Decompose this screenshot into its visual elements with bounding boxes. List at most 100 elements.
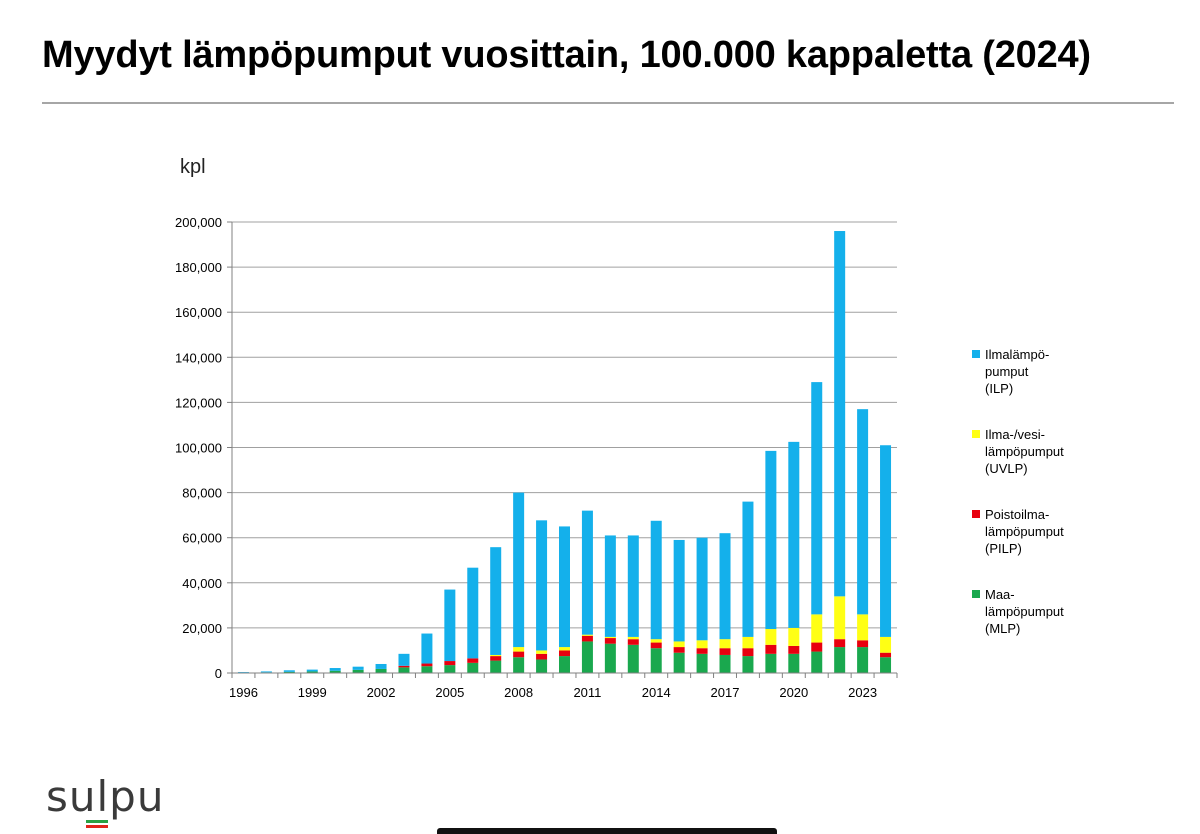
bar-segment: [467, 567, 479, 659]
bar-segment: [673, 641, 685, 648]
legend-item: Ilmalämpö-pumput (ILP): [972, 347, 1049, 396]
bar-segment: [306, 669, 318, 672]
legend-item: Poistoilma-lämpöpumput (PILP): [972, 507, 1064, 556]
bar-segment: [696, 648, 708, 654]
bar-segment: [559, 650, 570, 657]
bar-segment: [696, 653, 708, 673]
bar-segment: [513, 492, 525, 648]
legend-swatch: [972, 430, 980, 438]
legend-item: Maa-lämpöpumput (MLP): [972, 587, 1064, 636]
bar-segment: [421, 663, 433, 667]
bar-segment: [421, 633, 433, 664]
bar-segment: [765, 653, 777, 673]
bar-segment: [742, 636, 754, 649]
y-tick-label: 0: [215, 666, 222, 681]
bar-segment: [765, 644, 777, 654]
y-axis-label: kpl: [180, 156, 206, 178]
bar-segment: [696, 640, 708, 649]
legend-label: Ilma-/vesi-lämpöpumput (UVLP): [985, 427, 1064, 476]
bar-segment: [490, 547, 502, 655]
bar-segment: [444, 589, 456, 662]
bar-segment: [604, 535, 616, 637]
x-tick-label: 2023: [848, 685, 877, 700]
y-tick-label: 80,000: [182, 486, 222, 501]
bar-segment: [559, 526, 570, 648]
bar-segment: [627, 639, 639, 645]
bar-segment: [283, 671, 295, 673]
sulpu-logo: sulpu: [46, 772, 165, 828]
bar-segment: [719, 533, 731, 640]
bar-segment: [352, 666, 364, 670]
bar-segment: [857, 614, 869, 641]
bar-segment: [375, 663, 387, 669]
bar-segment: [765, 629, 777, 645]
bar-segment: [604, 636, 616, 639]
bar-segment: [398, 665, 410, 668]
bar-segment: [788, 645, 800, 654]
bar-segment: [834, 647, 846, 673]
bar-segment: [581, 510, 593, 635]
bar-segment: [559, 647, 570, 651]
bar-segment: [857, 640, 869, 648]
bar-segment: [467, 662, 479, 673]
y-tick-label: 140,000: [175, 350, 222, 365]
bar-segment: [834, 596, 846, 640]
bar-segment: [673, 652, 685, 673]
bar-segment: [536, 653, 548, 660]
x-tick-label: 2008: [504, 685, 533, 700]
bar-segment: [650, 520, 662, 640]
x-tick-label: 2014: [642, 685, 671, 700]
bar-segment: [857, 409, 869, 615]
logo-mark-icon: [86, 820, 108, 830]
bar-segment: [490, 660, 502, 673]
bar-segment: [673, 647, 685, 653]
bar-segment: [513, 657, 525, 673]
legend-swatch: [972, 350, 980, 358]
bar-segment: [811, 382, 823, 615]
bar-segment: [581, 634, 593, 636]
y-tick-label: 100,000: [175, 441, 222, 456]
bar-segment: [788, 653, 800, 673]
bar-segment: [329, 670, 341, 673]
bar-segment: [536, 520, 548, 651]
bar-segment: [421, 666, 433, 673]
bar-segment: [467, 658, 479, 663]
bar-segment: [719, 654, 731, 673]
bar-segment: [444, 661, 456, 666]
legend-label: Ilmalämpö-pumput (ILP): [985, 347, 1049, 396]
x-tick-label: 2017: [711, 685, 740, 700]
y-tick-label: 40,000: [182, 576, 222, 591]
bar-segment: [650, 639, 662, 643]
bar-segment: [719, 648, 731, 655]
bar-segment: [696, 537, 708, 641]
legend-label: Poistoilma-lämpöpumput (PILP): [985, 507, 1064, 556]
logo-text: sulpu: [46, 772, 165, 821]
x-tick-label: 2011: [573, 685, 601, 700]
bar-segment: [880, 657, 892, 673]
y-tick-label: 20,000: [182, 621, 222, 636]
bar-segment: [260, 671, 272, 673]
bar-segment: [742, 656, 754, 673]
x-tick-label: 2020: [779, 685, 808, 700]
bar-segment: [834, 231, 846, 597]
bar-segment: [237, 672, 249, 673]
bar-segment: [742, 501, 754, 637]
bar-segment: [719, 639, 731, 649]
bar-segment: [880, 445, 892, 637]
y-tick-label: 120,000: [175, 395, 222, 410]
bar-segment: [559, 656, 570, 673]
bar-segment: [329, 668, 341, 671]
x-tick-label: 1996: [229, 685, 258, 700]
bar-segment: [834, 639, 846, 648]
bar-segment: [536, 650, 548, 654]
bar-segment: [857, 647, 869, 673]
x-tick-label: 2002: [367, 685, 396, 700]
legend-label: Maa-lämpöpumput (MLP): [985, 587, 1064, 636]
bar-segment: [811, 642, 823, 652]
bar-segment: [742, 648, 754, 657]
bar-segment: [765, 450, 777, 630]
y-tick-label: 200,000: [175, 215, 222, 230]
bar-segment: [788, 441, 800, 628]
bar-segment: [283, 670, 295, 672]
legend-swatch: [972, 590, 980, 598]
